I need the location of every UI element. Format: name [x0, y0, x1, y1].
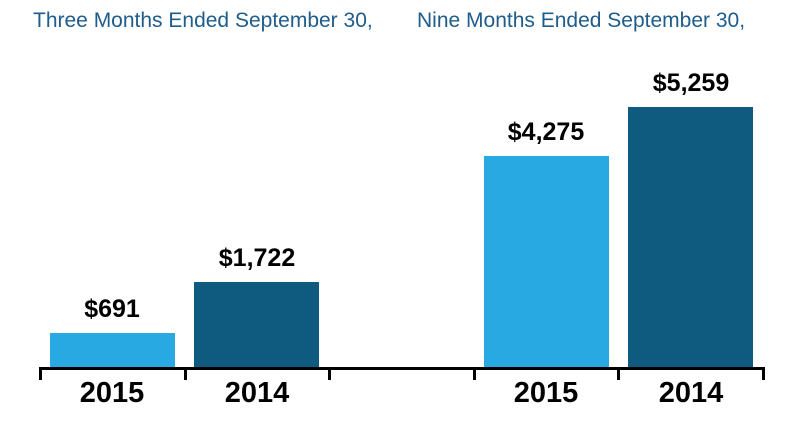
x-tick-label-nine-months-2014: 2014	[658, 377, 724, 409]
x-axis-tick	[328, 367, 331, 380]
chart-title-nine-months: Nine Months Ended September 30,	[417, 9, 746, 32]
x-axis-line	[39, 367, 764, 370]
bar-nine-months-2015	[484, 156, 609, 367]
bar-three-months-2015	[50, 333, 175, 367]
bar-value-label-three-months-2014: $1,722	[218, 244, 296, 272]
bar-value-label-three-months-2015: $691	[84, 295, 140, 323]
bar-nine-months-2014	[628, 107, 753, 367]
bar-three-months-2014	[194, 282, 319, 367]
x-axis-tick	[473, 367, 476, 380]
bar-value-label-nine-months-2014: $5,259	[652, 69, 730, 97]
x-axis-tick	[184, 367, 187, 380]
x-axis-tick	[39, 367, 42, 380]
x-tick-label-three-months-2015: 2015	[79, 377, 145, 409]
chart-title-three-months: Three Months Ended September 30,	[33, 9, 373, 32]
x-tick-label-three-months-2014: 2014	[224, 377, 290, 409]
bar-value-label-nine-months-2015: $4,275	[507, 118, 585, 146]
x-axis-tick	[762, 367, 765, 380]
x-tick-label-nine-months-2015: 2015	[513, 377, 579, 409]
x-axis-tick	[617, 367, 620, 380]
